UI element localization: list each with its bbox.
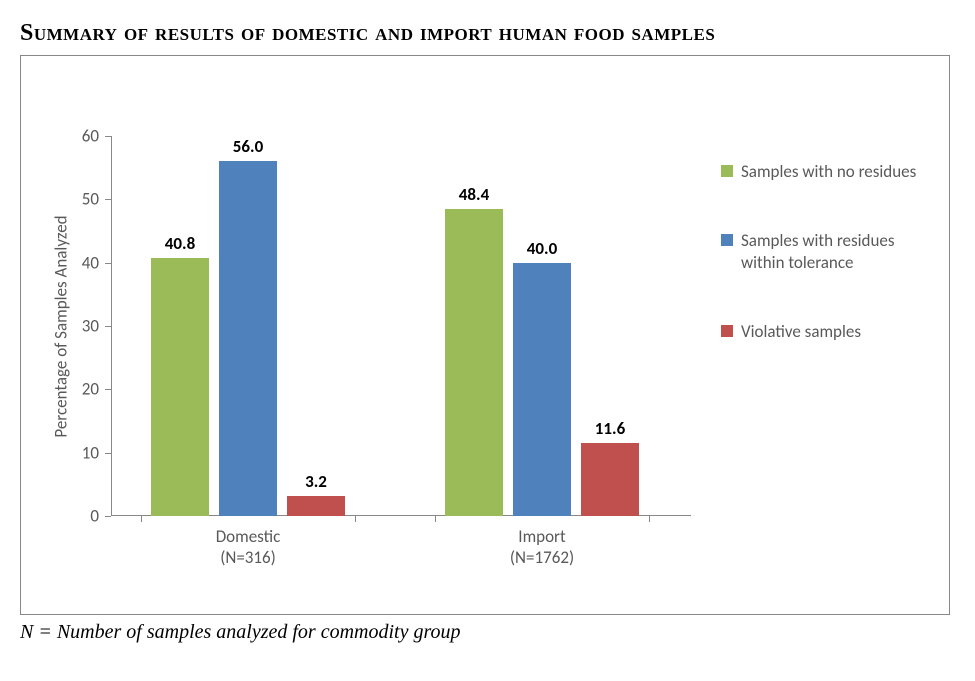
bar: 3.2 <box>287 496 345 516</box>
y-tick-label: 50 <box>82 189 111 210</box>
y-tick-label: 40 <box>82 252 111 273</box>
y-axis-title: Percentage of Samples Analyzed <box>51 215 72 437</box>
footnote: N = Number of samples analyzed for commo… <box>20 621 955 644</box>
bar-value-label: 11.6 <box>595 418 625 443</box>
x-category-label-line1: Import <box>445 526 639 547</box>
y-axis-title-wrap: Percentage of Samples Analyzed <box>51 136 71 516</box>
legend-swatch <box>721 165 733 177</box>
legend-swatch <box>721 325 733 337</box>
y-tick-label: 10 <box>82 442 111 463</box>
bar: 40.8 <box>151 258 209 516</box>
x-category-label-line2: (N=1762) <box>445 547 639 568</box>
x-tick-mark <box>141 516 142 522</box>
bar-value-label: 48.4 <box>459 184 489 209</box>
legend-text: Samples with residues within tolerance <box>741 230 931 273</box>
chart-frame: Percentage of Samples Analyzed 0 10 20 30 40… <box>20 55 950 615</box>
bar: 48.4 <box>445 209 503 516</box>
y-tick-label: 30 <box>82 316 111 337</box>
legend: Samples with no residues Samples with res… <box>721 161 931 390</box>
x-category-label-line1: Domestic <box>151 526 345 547</box>
legend-item: Samples with residues within tolerance <box>721 230 931 273</box>
y-tick-label: 0 <box>90 506 111 527</box>
bar: 40.0 <box>513 263 571 516</box>
x-category-label: Domestic(N=316) <box>151 516 345 568</box>
x-tick-mark <box>355 516 356 522</box>
bar: 11.6 <box>581 443 639 516</box>
bar: 56.0 <box>219 161 277 516</box>
x-category-label-line2: (N=316) <box>151 547 345 568</box>
legend-item: Violative samples <box>721 321 931 342</box>
plot-area: 010203040506040.856.03.2Domestic(N=316)4… <box>111 136 691 516</box>
x-tick-mark <box>649 516 650 522</box>
bar-value-label: 40.8 <box>165 233 195 258</box>
y-tick-label: 60 <box>82 126 111 147</box>
y-axis-line <box>111 136 112 516</box>
chart-body: Percentage of Samples Analyzed 0 10 20 30 40… <box>21 56 949 614</box>
legend-text: Violative samples <box>741 321 861 342</box>
legend-text: Samples with no residues <box>741 161 916 182</box>
bar-value-label: 3.2 <box>305 471 327 496</box>
y-tick-label: 20 <box>82 379 111 400</box>
x-tick-mark <box>435 516 436 522</box>
legend-item: Samples with no residues <box>721 161 931 182</box>
bar-value-label: 56.0 <box>233 136 263 161</box>
legend-swatch <box>721 234 733 246</box>
bar-value-label: 40.0 <box>527 238 557 263</box>
page-title: Summary of results of domestic and impor… <box>20 20 955 47</box>
x-category-label: Import(N=1762) <box>445 516 639 568</box>
